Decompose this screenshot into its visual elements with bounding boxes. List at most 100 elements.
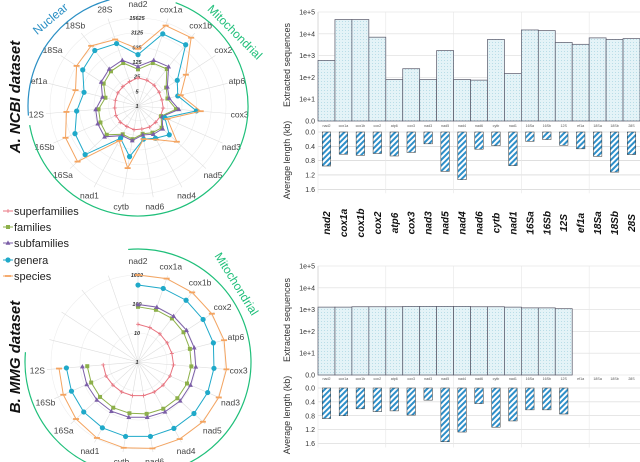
y-tick-label: 1e+4 [299, 31, 315, 38]
radar-point-subfamilies [154, 304, 160, 309]
category-label: ef1a [577, 377, 584, 381]
radar-point-superfamilies [157, 331, 162, 336]
radar-point-species [60, 393, 67, 396]
radar-point-genera [63, 365, 70, 371]
radar-axis-label: 16Sb [36, 398, 56, 408]
sequence-bar-16Sb [537, 307, 556, 376]
radar-axis [122, 105, 139, 198]
length-bar-nad2 [321, 131, 331, 167]
radar-point-subfamilies [184, 327, 189, 333]
radar-axis [60, 55, 139, 107]
category-label: 16Sb [543, 124, 551, 128]
radar-point-genera [200, 316, 206, 323]
category-label: cox3 [407, 377, 415, 381]
radar-axis-label: nad3 [222, 142, 241, 152]
radar-point-species [177, 94, 184, 97]
radar-point-species [56, 367, 63, 370]
radar-point-superfamilies [104, 374, 109, 379]
radar-point-families [136, 67, 140, 72]
sequence-bar-cox1b [351, 19, 370, 122]
y-tick-label: 1.2 [305, 427, 315, 434]
radar-axis-label: 16Sa [53, 170, 73, 180]
category-label: cox1b [356, 377, 366, 381]
y-tick-label: 1e+1 [299, 351, 315, 358]
radar-point-genera [160, 285, 166, 292]
legend-label: superfamilies [14, 206, 79, 218]
length-bar-16Sa [525, 131, 535, 142]
category-label: 28S [628, 124, 635, 128]
length-bar-atp6 [389, 131, 399, 157]
radar-point-subfamilies [191, 345, 197, 350]
radar-point-genera [68, 388, 75, 394]
length-bar-12S [559, 387, 569, 415]
sequence-bar-nad4 [453, 79, 471, 122]
radar-point-superfamilies [124, 124, 129, 129]
category-label: cox1b [356, 124, 366, 128]
legend-marker-superfamilies [6, 209, 10, 213]
radar-point-genera [122, 433, 129, 440]
radar-point-genera [135, 282, 141, 288]
radar-point-subfamilies [176, 106, 182, 112]
radar-point-species [176, 438, 183, 440]
y-tick-label: 1e+5 [299, 10, 315, 17]
ncbi-bottom-ylabel: Average length (kb) [282, 121, 292, 199]
sequence-bar-28S [622, 38, 640, 122]
radar-point-genera [92, 47, 98, 54]
radar-point-families [174, 107, 179, 112]
gene-label: nad1 [508, 211, 519, 235]
radar-tick-label: 1 [135, 104, 138, 110]
nuclear-label: Nuclear [30, 0, 71, 37]
length-bar-nad6 [474, 387, 484, 404]
radar-point-species [215, 396, 222, 399]
sequence-bar-nad1 [504, 306, 522, 376]
radar-point-species [135, 274, 141, 276]
radar-point-superfamilies [169, 351, 174, 356]
radar-series-line-superfamilies [114, 77, 164, 131]
radar-point-genera [171, 425, 177, 431]
radar-point-subfamilies [160, 126, 166, 131]
category-label: nad1 [509, 377, 517, 381]
radar-point-superfamilies [120, 84, 125, 89]
radar-point-species [188, 36, 195, 39]
radar-point-superfamilies [136, 75, 140, 80]
radar-axis-label: cox3 [231, 109, 249, 119]
radar-chart-1: nad2 cox1a cox1b cox2 atp6 cox3 nad3 nad5 nad4 na… [30, 256, 248, 462]
radar-axis [61, 311, 139, 363]
sequence-bar-nad5 [436, 50, 454, 122]
gene-label: 18Sa [593, 211, 604, 235]
radar-point-genera [117, 135, 124, 141]
mmg-top-ylabel: Extracted sequences [282, 277, 292, 362]
length-bar-cox1b [355, 387, 365, 410]
radar-point-species [173, 140, 180, 143]
radar-point-species [199, 420, 206, 423]
radar-axis-label: atp6 [228, 332, 245, 342]
radar-tick-label: 5 [135, 89, 139, 95]
length-bar-12S [559, 131, 569, 146]
panel-b-title: B. MMG dataset [7, 300, 24, 414]
length-bar-cytb [491, 131, 501, 146]
legend-marker-subfamilies [5, 240, 11, 245]
radar-axis-label: atp6 [229, 76, 246, 86]
radar-point-families [111, 405, 116, 410]
category-label: 28S [628, 377, 635, 381]
radar-axis-label: nad2 [129, 256, 148, 266]
category-label: nad6 [475, 124, 483, 128]
length-bar-ef1a [576, 131, 586, 150]
radar-point-families [85, 364, 90, 369]
radar-point-superfamilies [112, 105, 117, 110]
radar-point-subfamilies [94, 397, 100, 402]
radar-point-genera [211, 365, 217, 371]
gene-label: cox1a [339, 208, 350, 237]
length-bar-cox1a [338, 387, 348, 416]
sequence-bar-nad3 [419, 79, 437, 122]
radar-point-subfamilies [135, 63, 141, 69]
radar-point-species [164, 118, 171, 120]
radar-axis-label: nad6 [145, 457, 164, 462]
radar-point-genera [135, 52, 141, 58]
length-bar-cox1b [355, 131, 365, 156]
radar-axis [108, 275, 139, 363]
category-label: nad5 [441, 124, 449, 128]
radar-point-superfamilies [141, 393, 146, 398]
radar-point-subfamilies [177, 398, 183, 403]
radar-series-line-subfamilies [95, 59, 180, 142]
